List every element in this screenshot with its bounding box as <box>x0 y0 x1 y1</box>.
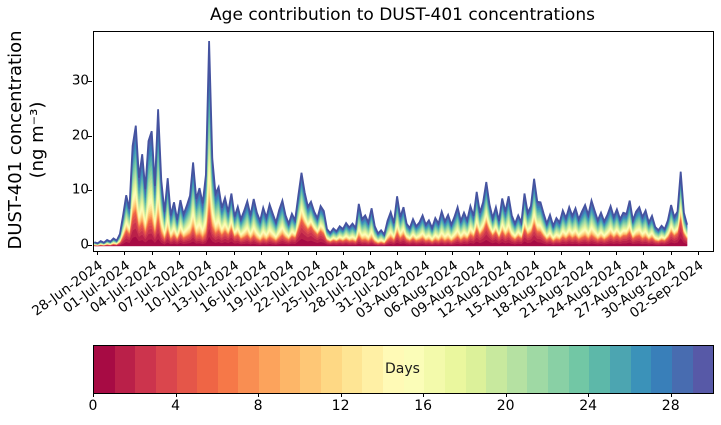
y-tick-label: 20 <box>71 127 89 144</box>
x-tick-mark <box>397 251 399 255</box>
colorbar-tick-label: 20 <box>496 398 515 414</box>
colorbar-segment <box>341 346 363 393</box>
colorbar-segment <box>114 346 136 393</box>
y-tick-label: 10 <box>71 181 89 198</box>
x-tick-mark <box>452 251 454 255</box>
colorbar-segment <box>238 346 260 393</box>
colorbar-tick-mark <box>588 393 590 397</box>
colorbar-segment <box>279 346 301 393</box>
colorbar-segment <box>568 346 590 393</box>
colorbar-tick-mark <box>258 393 260 397</box>
colorbar-segment <box>300 346 322 393</box>
colorbar-segment <box>651 346 672 393</box>
colorbar-segment <box>548 346 569 393</box>
total-concentration-line <box>94 40 688 245</box>
x-tick-mark <box>124 251 126 255</box>
colorbar-segment <box>506 346 528 393</box>
x-tick-mark <box>534 251 535 255</box>
x-tick-mark <box>561 251 563 255</box>
colorbar-tick-label: 24 <box>579 398 598 414</box>
colorbar-segment <box>259 346 280 393</box>
x-tick-mark <box>506 251 508 255</box>
colorbar-segment <box>486 346 507 393</box>
x-tick-mark <box>178 251 180 255</box>
colorbar-segment <box>589 346 611 393</box>
y-tick-mark <box>88 135 92 137</box>
colorbar-segment <box>176 346 198 393</box>
colorbar-tick-mark <box>423 393 425 397</box>
colorbar-tick-label: 0 <box>88 398 98 414</box>
y-axis-label-line1: DUST-401 concentration <box>5 30 26 250</box>
colorbar-segment <box>610 346 631 393</box>
x-tick-mark <box>479 251 481 255</box>
x-tick-mark <box>342 251 344 255</box>
colorbar-segment <box>444 346 466 393</box>
x-tick-mark <box>315 251 317 255</box>
colorbar-tick-mark <box>670 393 672 397</box>
x-tick-mark <box>233 251 235 255</box>
colorbar-tick-mark <box>175 393 177 397</box>
x-tick-mark <box>670 251 672 255</box>
colorbar-segment <box>217 346 239 393</box>
stacked-area-chart <box>94 40 688 247</box>
colorbar-segment <box>630 346 652 393</box>
y-axis-label-line2: (ng m⁻³) <box>27 101 48 179</box>
colorbar-tick-mark <box>340 393 342 397</box>
x-tick-mark <box>97 251 98 255</box>
y-tick-mark <box>88 80 92 82</box>
colorbar-tick-mark <box>93 393 94 397</box>
chart-title: Age contribution to DUST-401 concentrati… <box>210 5 595 25</box>
colorbar-segment <box>155 346 177 393</box>
x-tick-mark <box>151 251 153 255</box>
colorbar-segment <box>94 346 115 393</box>
y-tick-label: 0 <box>80 236 89 253</box>
colorbar-segment <box>197 346 218 393</box>
colorbar-segment <box>135 346 156 393</box>
colorbar-tick-label: 8 <box>253 398 263 414</box>
x-tick-mark <box>370 251 372 255</box>
colorbar-tick-label: 12 <box>331 398 350 414</box>
colorbar-tick-mark <box>505 393 507 397</box>
colorbar-segment <box>671 346 693 393</box>
colorbar-tick-label: 28 <box>661 398 680 414</box>
colorbar-tick-label: 16 <box>414 398 433 414</box>
colorbar-segment <box>382 346 404 393</box>
x-tick-mark <box>697 251 699 255</box>
x-tick-mark <box>588 251 590 255</box>
plot-area <box>93 31 714 252</box>
x-tick-mark <box>260 251 262 255</box>
colorbar <box>93 345 714 394</box>
x-tick-mark <box>424 251 426 255</box>
y-tick-mark <box>88 190 92 192</box>
colorbar-segment <box>321 346 342 393</box>
colorbar-segment <box>692 346 714 393</box>
y-tick-mark <box>88 245 92 247</box>
x-tick-mark <box>206 251 208 255</box>
colorbar-segment <box>403 346 425 393</box>
colorbar-segment <box>465 346 487 393</box>
y-tick-label: 30 <box>71 72 89 89</box>
colorbar-tick-label: 4 <box>171 398 180 414</box>
x-tick-mark <box>643 251 645 255</box>
x-tick-mark <box>615 251 617 255</box>
colorbar-segment <box>362 346 383 393</box>
y-axis-label: DUST-401 concentration (ng m⁻³) <box>5 30 49 249</box>
colorbar-segment <box>527 346 549 393</box>
colorbar-segment <box>424 346 445 393</box>
x-tick-mark <box>288 251 290 255</box>
